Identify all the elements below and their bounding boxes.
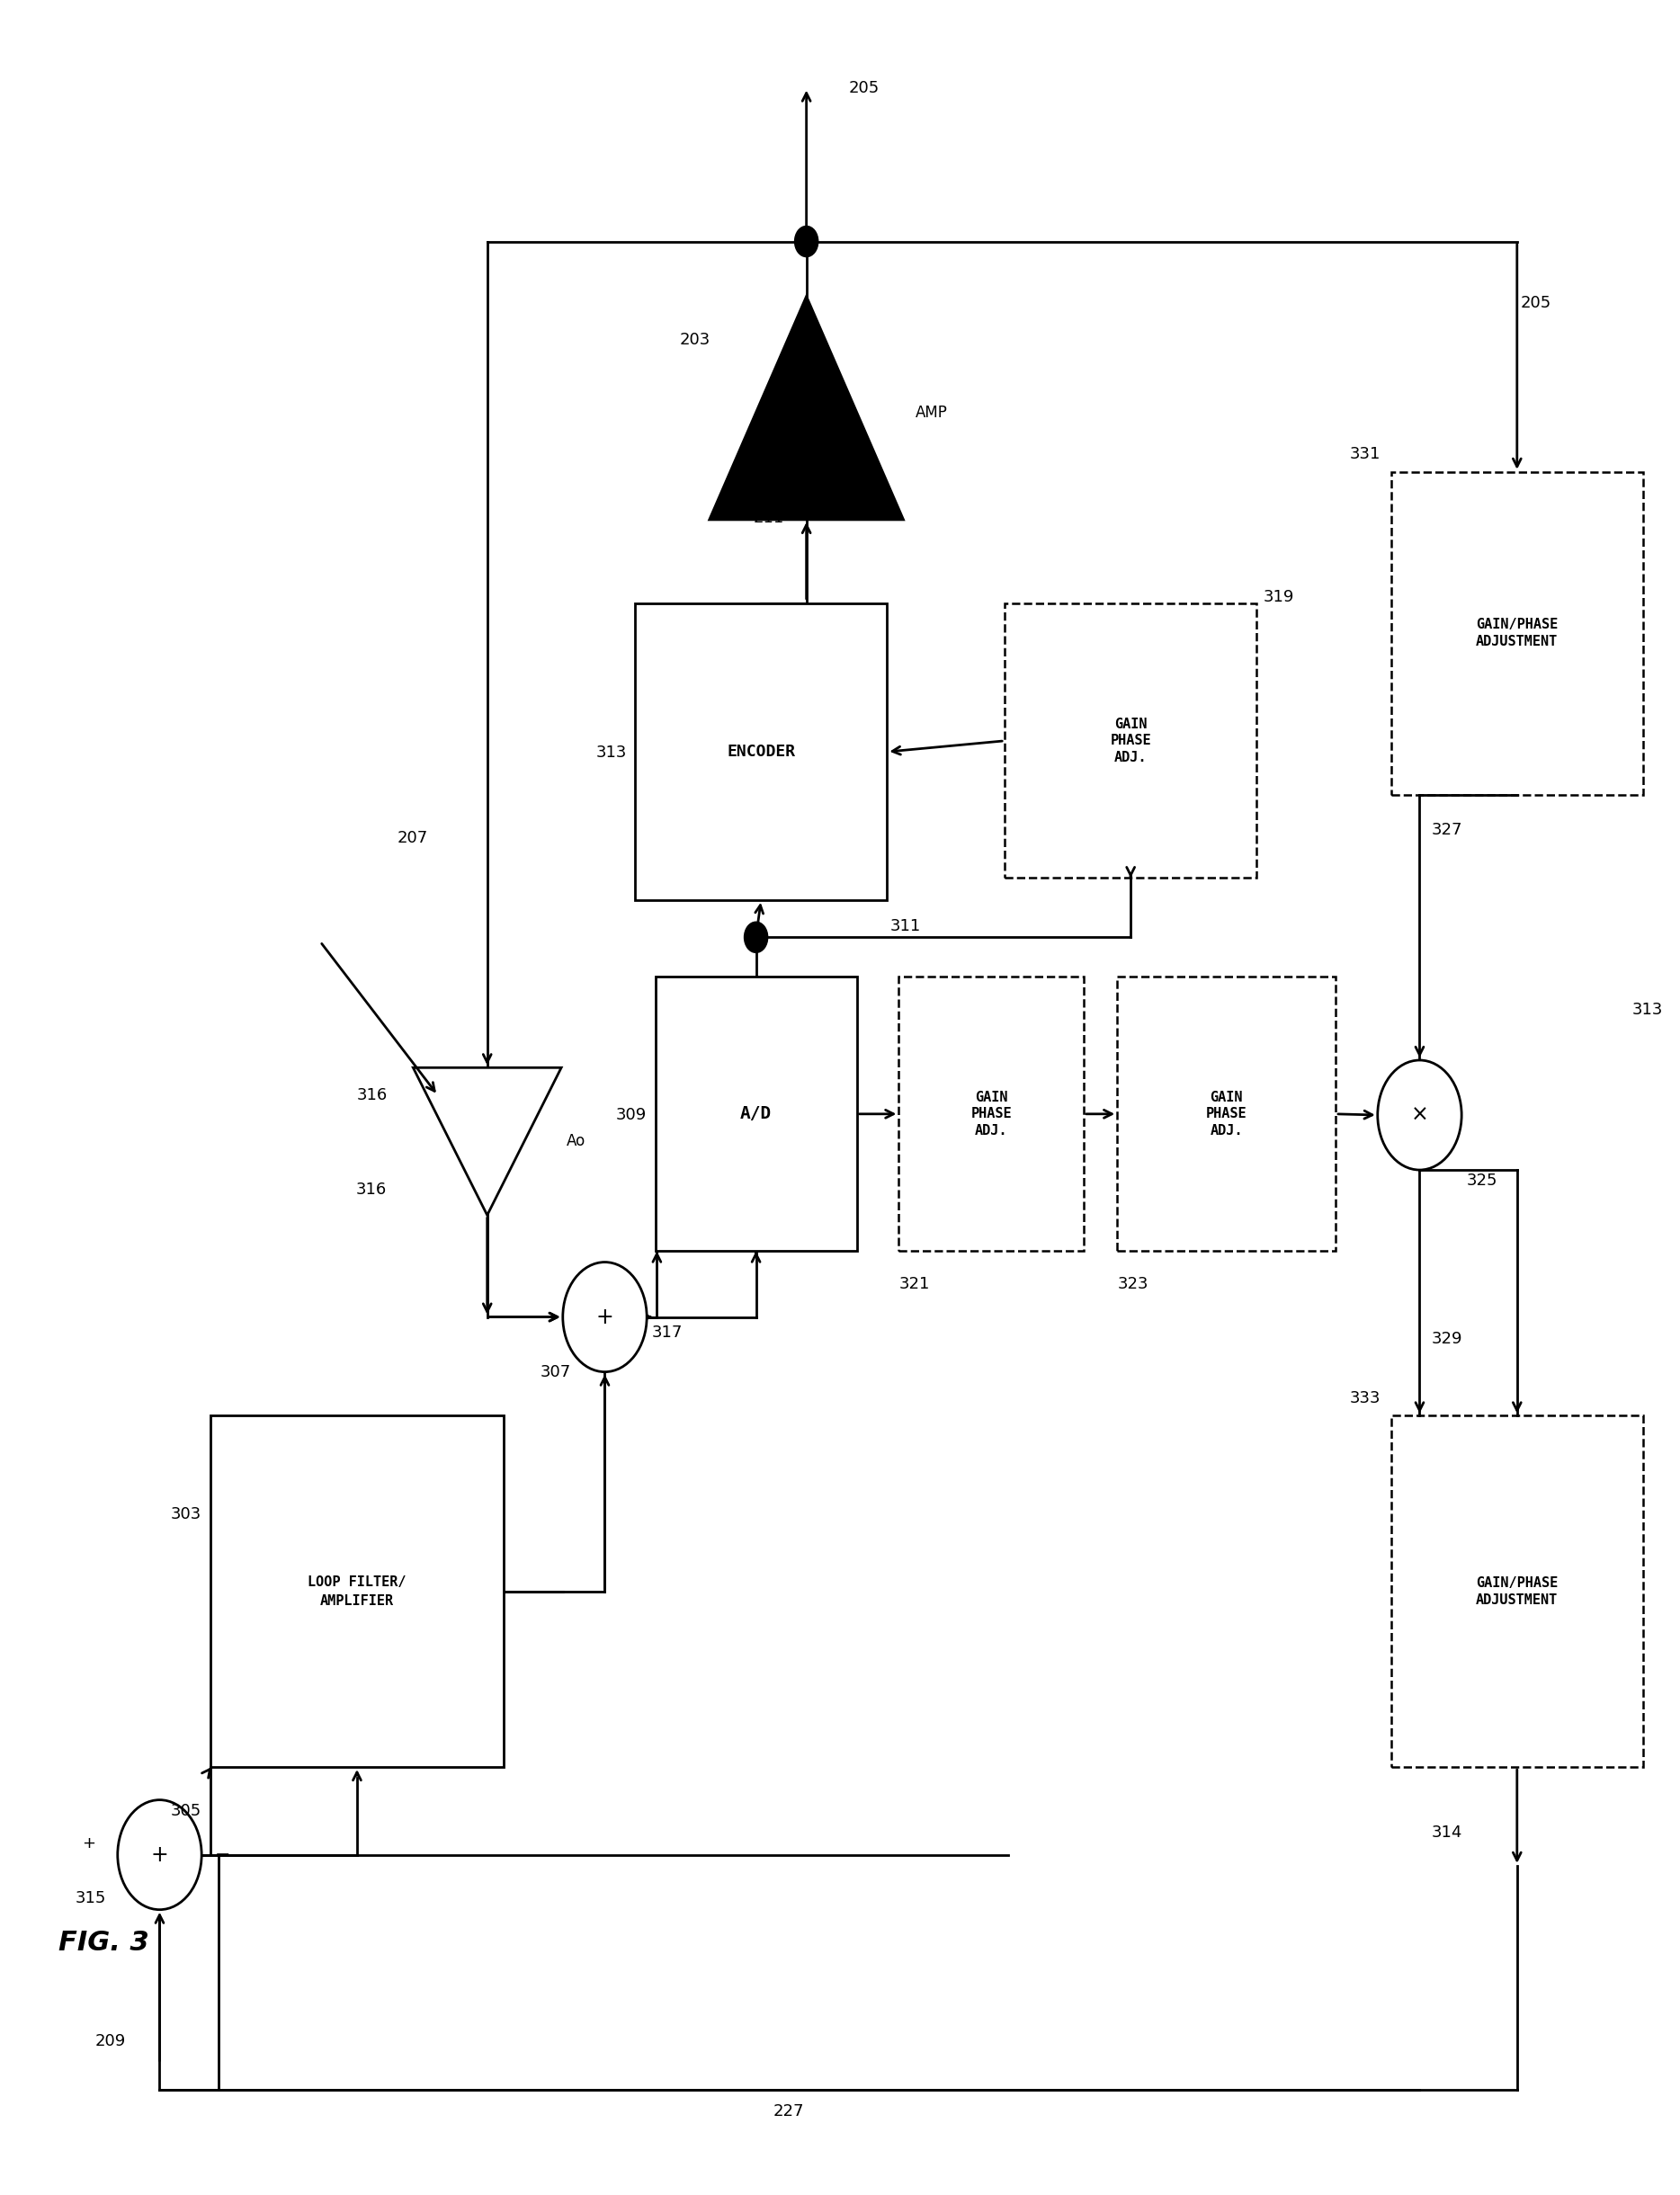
Text: AMP: AMP: [916, 404, 948, 421]
Bar: [635, 604, 887, 900]
Text: LOOP FILTER/
AMPLIFIER: LOOP FILTER/ AMPLIFIER: [307, 1576, 407, 1607]
Bar: [1391, 1416, 1643, 1767]
Bar: [899, 977, 1084, 1251]
Text: FIG. 3: FIG. 3: [59, 1929, 150, 1956]
Text: 314: 314: [1431, 1824, 1462, 1842]
Text: +: +: [151, 1844, 168, 1866]
Text: GAIN
PHASE
ADJ.: GAIN PHASE ADJ.: [1110, 718, 1151, 764]
Text: 205: 205: [1520, 294, 1551, 312]
Text: A/D: A/D: [741, 1106, 771, 1122]
Text: 317: 317: [652, 1324, 682, 1341]
Text: 307: 307: [541, 1363, 571, 1381]
Circle shape: [795, 226, 818, 257]
Text: 316: 316: [356, 1181, 386, 1198]
Text: 311: 311: [890, 918, 921, 935]
Text: 305: 305: [171, 1802, 202, 1820]
Text: 327: 327: [1431, 821, 1462, 838]
Text: 319: 319: [1263, 588, 1294, 606]
Text: ×: ×: [1411, 1104, 1428, 1126]
Circle shape: [1378, 1060, 1462, 1170]
Text: +: +: [596, 1306, 613, 1328]
Polygon shape: [413, 1067, 561, 1216]
Text: −: −: [215, 1846, 230, 1864]
Polygon shape: [709, 296, 904, 520]
Text: 211: 211: [754, 509, 785, 527]
Text: 309: 309: [617, 1106, 647, 1124]
Text: 313: 313: [596, 744, 627, 762]
Text: 333: 333: [1351, 1389, 1381, 1407]
Text: 331: 331: [1351, 446, 1381, 463]
Text: 203: 203: [680, 331, 711, 349]
Text: 315: 315: [76, 1890, 106, 1907]
Text: GAIN
PHASE
ADJ.: GAIN PHASE ADJ.: [1206, 1091, 1247, 1137]
Text: 209: 209: [96, 2033, 126, 2050]
Circle shape: [563, 1262, 647, 1372]
Text: 227: 227: [773, 2103, 803, 2120]
Text: 321: 321: [899, 1275, 929, 1293]
Text: 207: 207: [398, 830, 428, 847]
Text: GAIN
PHASE
ADJ.: GAIN PHASE ADJ.: [971, 1091, 1011, 1137]
Bar: [1005, 604, 1257, 878]
Bar: [1391, 472, 1643, 795]
Text: ENCODER: ENCODER: [727, 744, 795, 759]
Bar: [210, 1416, 504, 1767]
Text: Ao: Ao: [566, 1133, 585, 1150]
Text: 303: 303: [171, 1506, 202, 1523]
Text: 325: 325: [1467, 1172, 1497, 1190]
Text: 329: 329: [1431, 1330, 1462, 1348]
Circle shape: [744, 922, 768, 953]
Text: 313: 313: [1633, 1001, 1663, 1018]
Bar: [655, 977, 857, 1251]
Text: 316: 316: [358, 1087, 388, 1104]
Bar: [1117, 977, 1336, 1251]
Text: 205: 205: [848, 79, 879, 97]
Circle shape: [118, 1800, 202, 1910]
Text: GAIN/PHASE
ADJUSTMENT: GAIN/PHASE ADJUSTMENT: [1477, 1576, 1557, 1607]
Text: 323: 323: [1117, 1275, 1147, 1293]
Text: GAIN/PHASE
ADJUSTMENT: GAIN/PHASE ADJUSTMENT: [1477, 619, 1557, 648]
Text: +: +: [82, 1835, 96, 1853]
